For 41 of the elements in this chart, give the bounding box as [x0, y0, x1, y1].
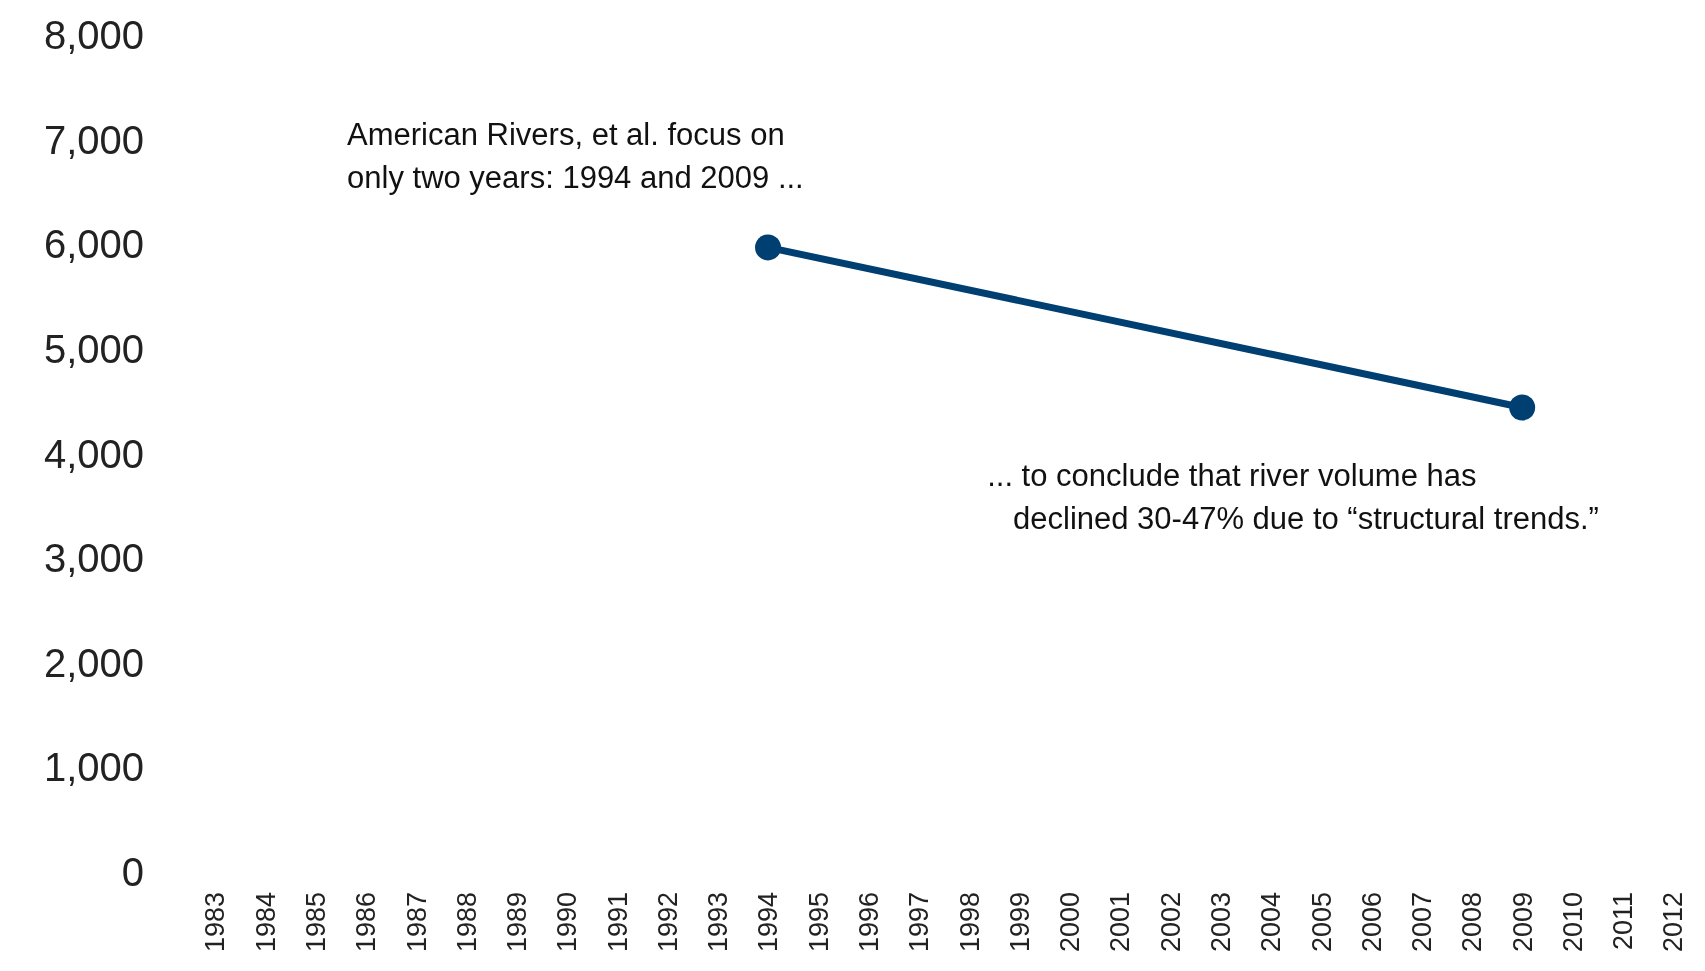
y-tick-label: 5,000: [43, 326, 144, 371]
x-tick-label: 1997: [904, 892, 935, 953]
x-tick-label: 1993: [703, 892, 734, 953]
x-tick-label: 2001: [1105, 892, 1136, 953]
x-tick-label: 2009: [1507, 892, 1538, 953]
x-tick-label: 2007: [1407, 892, 1438, 953]
y-tick-label: 1,000: [43, 745, 144, 790]
y-tick-label: 4,000: [43, 431, 144, 476]
x-tick-label: 2005: [1306, 892, 1337, 953]
x-tick-label: 1984: [250, 892, 281, 953]
x-tick-label: 2003: [1205, 892, 1236, 953]
x-tick-label: 1988: [451, 892, 482, 953]
x-tick-label: 2010: [1557, 892, 1588, 953]
x-tick-label: 1986: [351, 892, 382, 953]
x-tick-label: 2011: [1608, 892, 1639, 951]
y-tick-label: 3,000: [43, 536, 144, 581]
x-tick-label: 1992: [652, 892, 683, 953]
y-tick-label: 7,000: [43, 117, 144, 162]
x-tick-label: 1998: [954, 892, 985, 953]
x-tick-label: 1994: [753, 892, 784, 953]
x-tick-label: 1996: [854, 892, 885, 953]
x-tick-label: 2000: [1055, 892, 1086, 953]
x-tick-label: 2002: [1155, 892, 1186, 953]
x-tick-label: 1987: [401, 892, 432, 953]
x-tick-label: 2004: [1256, 892, 1287, 953]
x-tick-label: 2012: [1658, 892, 1689, 953]
annotation: ... to conclude that river volume has declined 30-47% due to “structural trends.”: [987, 458, 1599, 537]
x-tick-label: 1999: [1004, 892, 1035, 953]
x-tick-label: 1983: [200, 892, 231, 953]
y-tick-label: 0: [121, 850, 144, 894]
x-tick-label: 1991: [602, 892, 633, 953]
x-tick-label: 2008: [1457, 892, 1488, 953]
x-tick-label: 2006: [1356, 892, 1387, 953]
y-tick-label: 8,000: [43, 13, 144, 57]
y-tick-label: 2,000: [43, 640, 144, 685]
annotation: American Rivers, et al. focus on only two years: 1994 and 2009 ...: [347, 117, 804, 196]
y-tick-label: 6,000: [43, 222, 144, 267]
x-tick-label: 1995: [803, 892, 834, 953]
x-tick-label: 1989: [502, 892, 533, 953]
x-tick-label: 1985: [301, 892, 331, 953]
x-tick-label: 1990: [552, 892, 583, 953]
